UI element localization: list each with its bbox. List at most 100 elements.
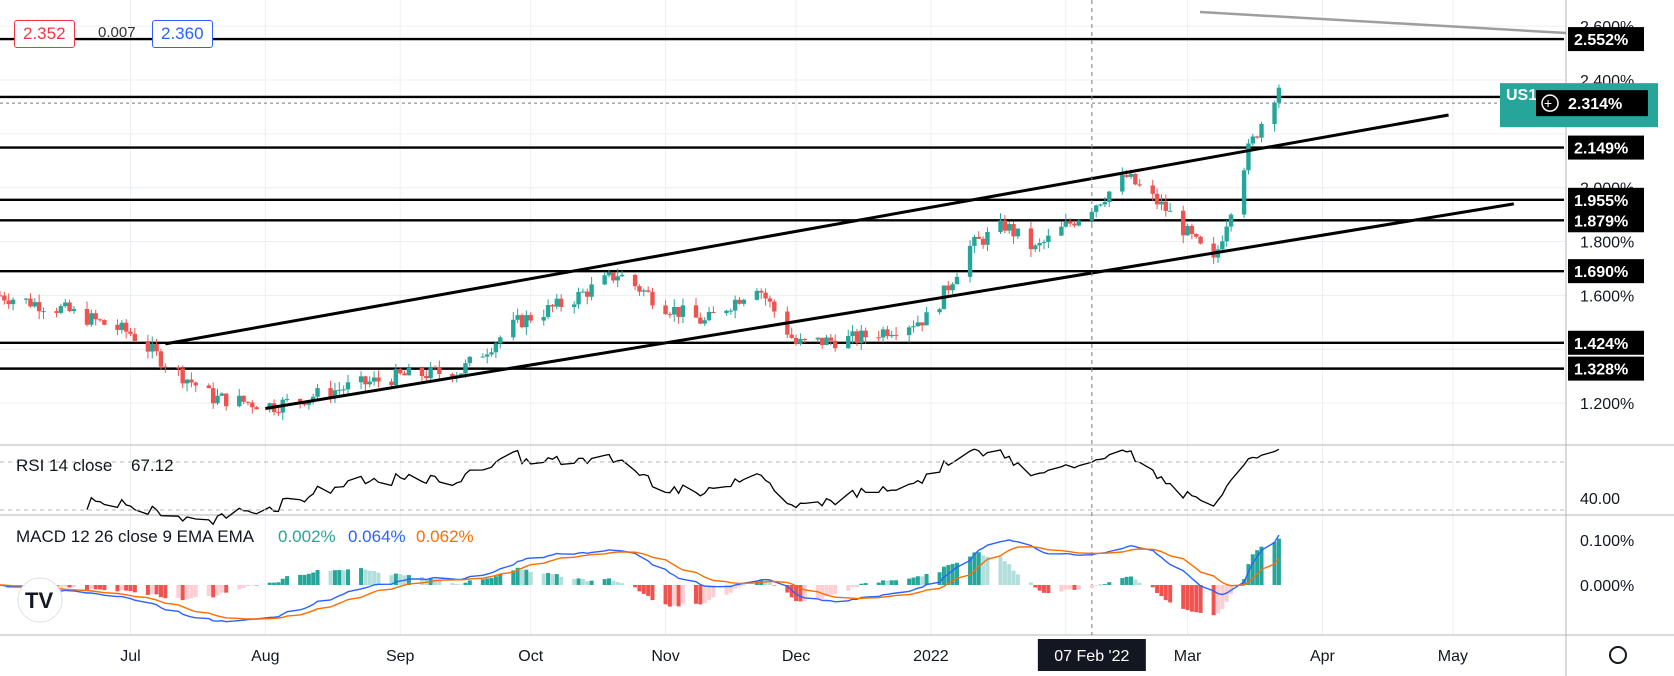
macd-histogram-bar — [580, 578, 585, 585]
macd-histogram-bar — [998, 556, 1003, 585]
macd-histogram-bar — [820, 585, 825, 599]
level-label: 1.328% — [1574, 362, 1628, 379]
macd-histogram-bar — [63, 585, 68, 588]
candle-down — [102, 320, 107, 325]
candle-down — [876, 337, 881, 339]
macd-histogram-bar — [694, 585, 698, 604]
macd-histogram-bar — [298, 574, 303, 585]
macd-histogram-bar — [1198, 585, 1203, 613]
candle-up — [1272, 102, 1277, 124]
macd-histogram-bar — [254, 584, 259, 586]
macd-histogram-bar — [98, 585, 103, 590]
candle-down — [193, 382, 198, 386]
price-axis-tick: 1.600% — [1580, 288, 1634, 305]
candle-down — [920, 322, 925, 326]
candle-up — [732, 299, 738, 311]
macd-histogram-bar — [119, 585, 124, 590]
crosshair-date-box — [1037, 639, 1146, 671]
macd-histogram-bar — [176, 585, 181, 598]
macd-histogram-bar — [341, 570, 346, 585]
candle-down — [854, 331, 860, 343]
macd-axis-tick: 0.000% — [1580, 578, 1634, 595]
candle-up — [393, 369, 399, 386]
candle-up — [724, 310, 729, 314]
candle-up — [911, 326, 916, 328]
macd-histogram-bar — [1028, 582, 1033, 585]
candle-up — [824, 337, 829, 346]
macd-histogram-bar — [794, 585, 799, 602]
macd-histogram-bar — [245, 585, 250, 587]
macd-histogram-bar — [237, 585, 242, 590]
macd-histogram-bar — [854, 585, 859, 587]
macd-histogram-bar — [376, 572, 381, 585]
candle-down — [519, 315, 525, 328]
gear-icon — [1609, 646, 1627, 664]
trend-channel — [0, 0, 1567, 635]
macd-histogram-bar — [672, 585, 677, 606]
macd-histogram-bar — [315, 570, 320, 585]
candle-down — [645, 290, 651, 292]
macd-histogram-bar — [772, 585, 777, 586]
candle-up — [619, 274, 625, 277]
macd-histogram-bar — [389, 575, 394, 585]
candle-up — [1102, 201, 1108, 205]
candle-up — [524, 315, 529, 328]
macd-pane: MACD 12 26 close 9 EMA EMA 0.002% 0.064% 0.… — [0, 527, 1281, 623]
macd-histogram-bar — [924, 573, 929, 585]
macd-histogram-bar — [1068, 585, 1073, 590]
candle-up — [1167, 210, 1173, 212]
candle-down — [863, 330, 868, 338]
bid-price-box[interactable]: 2.352 — [14, 20, 75, 48]
level-label: 1.690% — [1574, 264, 1628, 281]
macd-histogram-bar — [463, 582, 468, 585]
ask-price-box[interactable]: 2.360 — [152, 20, 213, 48]
tradingview-logo-text: TV — [25, 588, 53, 613]
macd-histogram-bar — [546, 573, 551, 585]
candle-up — [1094, 205, 1099, 212]
macd-histogram-bar — [707, 585, 712, 600]
candle-up — [972, 236, 977, 246]
candle-down — [163, 366, 168, 368]
macd-hist-value: 0.002% — [278, 527, 336, 546]
candle-up — [1228, 214, 1234, 227]
candle-down — [885, 329, 890, 337]
macd-histogram-bar — [589, 580, 594, 585]
spread-value: 0.007 — [98, 24, 136, 41]
macd-histogram-bar — [802, 585, 807, 601]
candle-up — [367, 381, 372, 385]
macd-histogram-bar — [367, 570, 372, 585]
macd-histogram-bar — [1185, 585, 1190, 611]
macd-histogram-bar — [920, 576, 925, 585]
candle-up — [1098, 204, 1103, 206]
candle-down — [1254, 136, 1260, 138]
macd-histogram-bar — [215, 585, 220, 596]
candle-up — [615, 276, 620, 281]
candle-up — [515, 315, 520, 320]
candle-down — [424, 376, 429, 379]
candle-up — [702, 320, 707, 324]
macd-histogram-bar — [1089, 585, 1094, 588]
candle-down — [676, 306, 681, 317]
trend-line-lower — [265, 202, 1515, 410]
candle-up — [954, 276, 960, 285]
macd-histogram-bar — [911, 577, 916, 585]
macd-histogram-bar — [393, 573, 398, 585]
candle-up — [1120, 175, 1125, 192]
candle-up — [937, 309, 942, 313]
candle-up — [428, 366, 433, 379]
candle-down — [132, 333, 138, 342]
macd-histogram-bar — [828, 585, 833, 595]
candle-down — [819, 337, 825, 346]
level-label: 1.424% — [1574, 336, 1628, 353]
candle-down — [632, 274, 638, 287]
macd-label: MACD 12 26 close 9 EMA EMA — [16, 527, 255, 546]
candle-down — [1137, 184, 1142, 186]
macd-histogram-bar — [241, 585, 246, 588]
candle-up — [606, 272, 612, 276]
candle-down — [6, 300, 11, 305]
candle-up — [345, 382, 351, 390]
macd-histogram-bar — [728, 585, 733, 593]
trend-line-upper — [165, 113, 1449, 346]
macd-histogram-bar — [741, 584, 746, 586]
